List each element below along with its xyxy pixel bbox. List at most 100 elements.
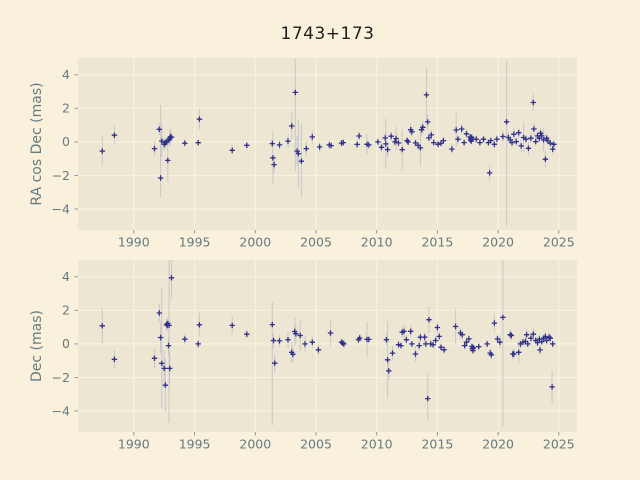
data-marker [384,146,391,153]
x-tick-label: 2025 [543,437,575,452]
chart-title: 1743+173 [280,24,375,44]
data-marker [393,135,399,142]
data-marker [528,135,534,141]
data-marker [290,351,296,357]
data-marker [383,337,390,343]
data-marker [386,368,392,374]
data-marker [405,139,411,145]
data-marker [244,142,250,148]
data-marker [162,382,169,388]
data-marker [417,145,424,151]
x-tick-label: 2005 [300,235,332,250]
data-marker [542,333,549,340]
data-marker [298,158,305,164]
data-marker [428,132,434,138]
data-marker [309,339,315,345]
data-marker [229,322,235,329]
data-marker [378,144,385,150]
data-marker [111,132,118,138]
data-marker [366,142,372,148]
data-marker [388,133,394,139]
y-tick-label: 4 [62,269,70,284]
data-marker [309,134,315,140]
y-axis-label-ra-cos-dec: RA cos Dec (mas) [29,82,45,206]
data-marker [165,157,171,164]
data-marker [270,337,277,344]
data-marker [539,338,545,345]
data-marker [409,341,415,347]
data-marker [466,336,472,342]
data-marker [99,323,105,329]
data-marker [375,139,381,145]
data-marker [463,131,470,137]
data-marker [269,321,275,328]
data-marker [516,349,522,355]
data-marker [425,395,431,402]
data-marker [530,99,536,106]
data-marker [157,334,164,341]
data-marker [431,139,437,146]
y-tick-label: 4 [62,67,70,82]
data-marker [530,331,536,337]
data-marker [491,320,498,326]
x-tick-label: 1995 [179,437,211,452]
data-marker [403,337,410,343]
data-marker [525,341,531,347]
data-marker [165,342,172,349]
data-marker [423,92,430,98]
data-marker [276,338,283,344]
data-marker [356,133,362,139]
data-marker [470,344,476,351]
x-tick-label: 1990 [118,235,150,250]
data-marker [357,335,363,341]
x-tick-label: 2015 [421,437,453,452]
data-marker [528,335,534,341]
y-tick-label: −2 [52,370,70,385]
data-marker [543,337,550,344]
data-marker [550,146,556,152]
y-tick-label: −4 [52,403,70,418]
data-marker [500,314,506,321]
data-marker [156,126,162,132]
data-marker [341,341,347,347]
data-marker [488,352,495,358]
data-marker [161,365,167,372]
y-tick-label: −4 [52,201,70,216]
data-marker [409,129,415,135]
data-marker [473,136,479,142]
data-marker [156,310,162,316]
data-marker [507,137,513,143]
x-tick-label: 2020 [482,235,514,250]
data-marker [244,331,250,337]
data-marker [503,119,510,125]
data-marker [292,89,298,96]
data-marker [542,156,549,162]
data-marker [518,143,524,149]
data-marker [159,138,165,144]
data-marker [440,137,447,144]
data-marker [511,131,517,137]
data-marker [491,141,498,147]
x-tick-label: 2000 [239,437,271,452]
data-marker [383,141,389,147]
data-marker [513,138,519,145]
y-axis-label-dec: Dec (mas) [29,310,45,382]
data-marker [449,146,455,152]
data-marker [494,136,500,142]
data-marker [486,170,493,176]
data-marker [441,347,447,353]
data-marker [398,342,404,349]
data-marker [537,347,543,353]
data-marker [435,141,441,147]
y-tick-label: 2 [62,303,70,318]
data-marker [195,341,201,347]
data-marker [549,384,555,390]
data-marker [430,342,436,348]
data-marker [167,365,173,372]
y-tick-label: −2 [52,168,70,183]
data-marker [551,141,557,147]
data-marker [392,139,398,145]
data-marker [395,342,402,348]
data-marker [516,130,522,136]
data-marker [315,347,322,353]
